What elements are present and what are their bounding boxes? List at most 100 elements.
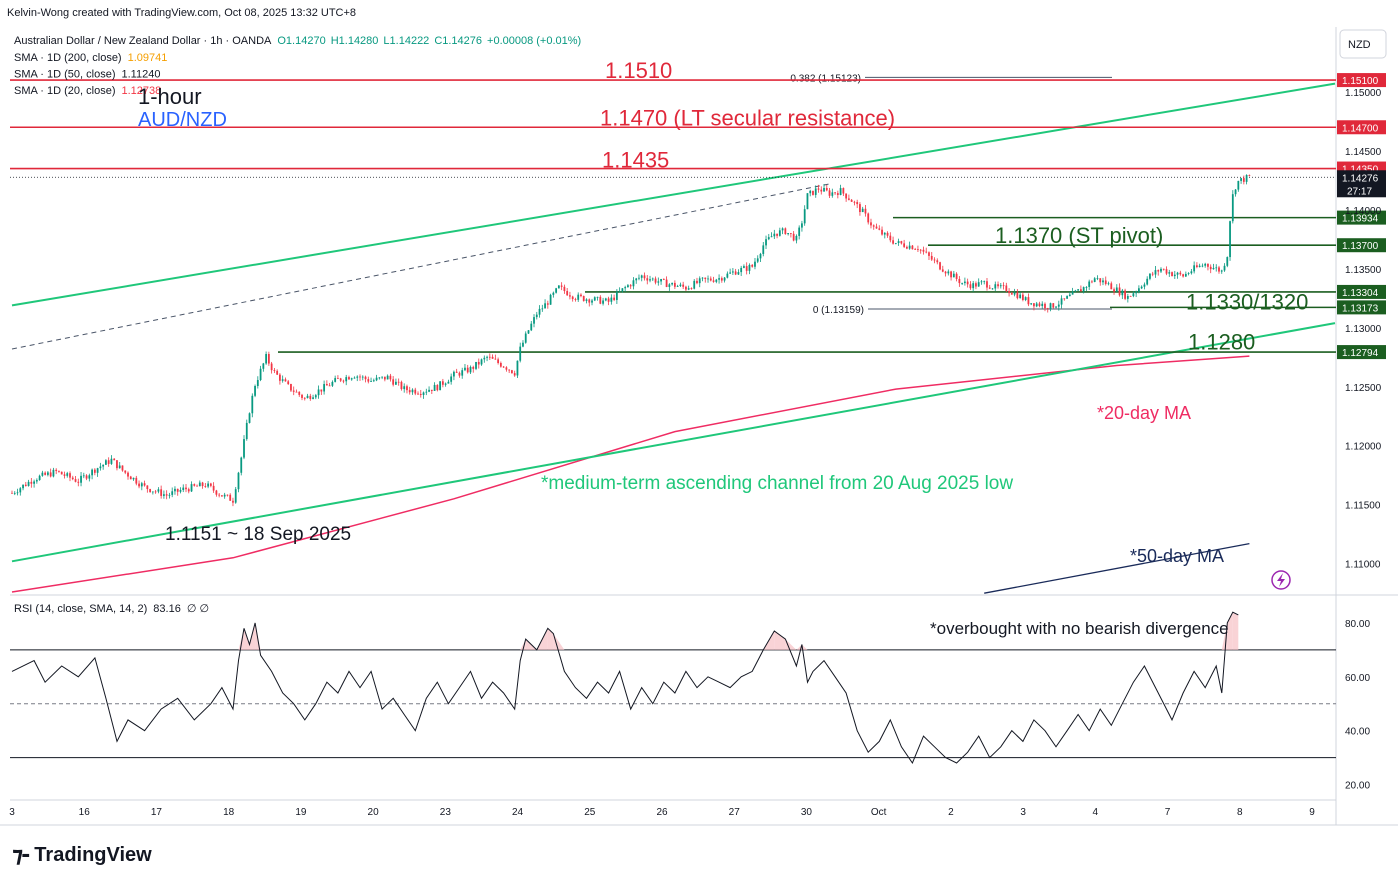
candle-body <box>963 281 966 284</box>
candle-body <box>312 397 314 399</box>
candle-body <box>270 363 273 371</box>
candle-body <box>505 367 508 370</box>
price-axis-tick: 1.12500 <box>1345 383 1382 394</box>
candle-body <box>712 280 715 282</box>
time-axis-tick: 2 <box>948 807 954 818</box>
candle-body <box>295 391 298 393</box>
candle-body <box>378 377 381 379</box>
candle-body <box>798 227 801 236</box>
rsi-overbought-fill <box>553 633 565 650</box>
candle-body <box>1179 272 1182 275</box>
candle-body <box>375 377 378 381</box>
candle-body <box>209 483 212 486</box>
level-label: 1.1330/1320 <box>1186 289 1308 314</box>
level-label: 1.1510 <box>605 58 672 83</box>
candle-body <box>168 494 171 496</box>
candle-body <box>207 483 210 487</box>
candle-body <box>400 381 403 390</box>
candle-body <box>1218 267 1220 272</box>
candle-body <box>176 488 179 492</box>
candle-body <box>397 381 400 383</box>
candle-body <box>1209 266 1212 270</box>
candle-body <box>1201 265 1204 267</box>
candle-body <box>773 233 776 237</box>
candle-body <box>649 279 651 281</box>
tradingview-logo[interactable]: ⁊⁃ TradingView <box>12 843 152 868</box>
candle-body <box>127 472 129 477</box>
candle-body <box>776 233 778 236</box>
candle-body <box>323 384 326 392</box>
ma-legend-row[interactable]: SMA · 1D (50, close) 1.11240 <box>14 69 160 81</box>
candle-body <box>820 189 823 192</box>
candle-body <box>513 373 516 376</box>
currency-button[interactable]: NZD <box>1339 29 1387 59</box>
candle-body <box>116 460 118 469</box>
candle-body <box>325 384 328 386</box>
candle-body <box>179 489 182 492</box>
candle-body <box>1171 272 1173 277</box>
candle-body <box>952 273 955 278</box>
candle-body <box>538 308 541 315</box>
time-axis-tick: 19 <box>295 807 307 818</box>
time-axis-tick: 9 <box>1309 807 1315 818</box>
candle-body <box>1229 221 1231 258</box>
rsi-axis-tick: 20.00 <box>1345 781 1370 792</box>
level-axis-tag-text: 1.14350 <box>1342 165 1379 176</box>
candle-body <box>549 294 552 305</box>
candle-body <box>1052 303 1055 308</box>
candle-body <box>905 246 908 249</box>
candle-body <box>30 481 33 484</box>
ohlc-item: O1.14270 <box>277 35 325 47</box>
candle-body <box>682 284 685 287</box>
candle-body <box>723 277 726 281</box>
ma-legend-row[interactable]: SMA · 1D (20, close) 1.12738 <box>14 85 161 97</box>
candle-body <box>80 475 82 483</box>
candle-body <box>265 354 268 364</box>
rsi-extra: ∅ ∅ <box>187 603 209 615</box>
candle-body <box>980 281 983 283</box>
candle-body <box>1220 270 1223 272</box>
candle-body <box>593 297 596 301</box>
candle-body <box>1129 296 1132 297</box>
candle-body <box>527 330 530 334</box>
candle-body <box>466 367 469 373</box>
candle-body <box>408 390 411 393</box>
candle-body <box>502 366 505 368</box>
time-axis-tick: 7 <box>1165 807 1171 818</box>
candle-body <box>497 359 500 363</box>
candle-body <box>756 258 759 262</box>
candle-body <box>245 422 248 440</box>
candle-body <box>334 378 337 382</box>
channel-upper-line <box>11 82 1336 307</box>
candle-body <box>754 261 756 267</box>
candle-body <box>941 269 944 272</box>
channel-lower-line <box>11 322 1336 563</box>
legend-symbol[interactable]: Australian Dollar / New Zealand Dollar ·… <box>14 35 581 47</box>
candle-body <box>839 188 842 196</box>
candle-body <box>24 484 27 486</box>
candle-body <box>292 390 295 392</box>
rsi-value: 83.16 <box>153 603 181 615</box>
candle-body <box>1085 286 1088 288</box>
rsi-legend[interactable]: RSI (14, close, SMA, 14, 2) 83.16 ∅ ∅ <box>14 603 209 615</box>
candle-body <box>737 272 740 275</box>
candle-body <box>638 277 640 279</box>
candle-body <box>668 284 671 287</box>
candle-body <box>190 484 193 492</box>
candle-body <box>1082 287 1085 292</box>
candle-body <box>602 300 604 304</box>
candle-body <box>1066 296 1068 299</box>
candle-body <box>259 368 262 381</box>
candle-body <box>1168 272 1171 274</box>
candle-body <box>267 354 270 364</box>
candle-body <box>651 278 654 280</box>
last-price-tag-value: 1.14276 <box>1342 173 1379 184</box>
ma-legend-row[interactable]: SMA · 1D (200, close) 1.09741 <box>14 52 167 64</box>
alert-lightning-icon[interactable] <box>1271 570 1291 590</box>
candle-body <box>140 483 143 487</box>
candle-body <box>22 484 24 489</box>
candle-body <box>696 280 698 284</box>
candle-body <box>143 483 146 486</box>
candle-body <box>276 370 279 375</box>
